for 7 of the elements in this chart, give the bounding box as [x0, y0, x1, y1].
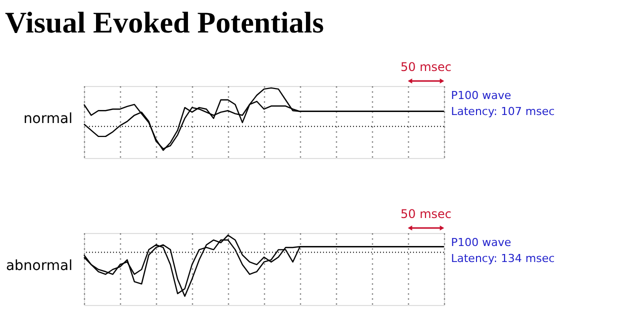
y-axis-title: normal	[23, 110, 72, 127]
chart-title: Visual Evoked Potentials	[4, 6, 324, 40]
text: 50 msec	[400, 207, 452, 221]
text: P100 wave Latency: 107 msec	[451, 89, 555, 118]
text: 50 msec	[400, 60, 452, 74]
y-axis-title: abnormal	[6, 258, 72, 274]
text: P100 wave Latency: 134 msec	[451, 236, 555, 265]
